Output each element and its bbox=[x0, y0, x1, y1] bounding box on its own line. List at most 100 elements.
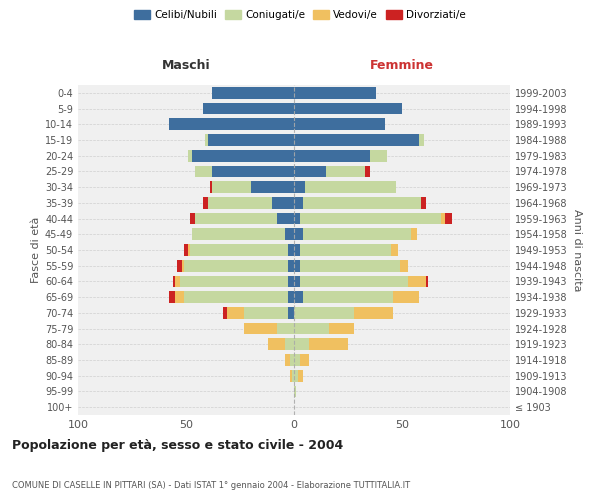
Bar bbox=[326, 166, 365, 177]
Bar bbox=[301, 212, 441, 224]
Bar bbox=[426, 276, 428, 287]
Bar bbox=[203, 102, 294, 115]
Bar bbox=[184, 244, 188, 256]
Bar bbox=[182, 260, 184, 272]
Bar bbox=[370, 150, 387, 162]
Bar bbox=[184, 260, 287, 272]
Bar bbox=[298, 370, 302, 382]
Bar bbox=[290, 370, 292, 382]
Bar bbox=[355, 307, 394, 319]
Bar bbox=[212, 181, 251, 193]
Bar bbox=[193, 228, 286, 240]
Bar bbox=[292, 370, 294, 382]
Bar bbox=[294, 276, 301, 287]
Bar bbox=[302, 228, 410, 240]
Bar bbox=[286, 338, 294, 350]
Bar bbox=[419, 134, 424, 146]
Bar bbox=[223, 307, 227, 319]
Bar bbox=[277, 322, 294, 334]
Bar bbox=[294, 166, 326, 177]
Bar bbox=[193, 150, 294, 162]
Bar bbox=[309, 338, 348, 350]
Bar bbox=[329, 322, 355, 334]
Bar bbox=[188, 244, 190, 256]
Bar bbox=[294, 134, 419, 146]
Bar bbox=[169, 291, 175, 303]
Bar bbox=[445, 212, 452, 224]
Bar bbox=[178, 260, 182, 272]
Bar bbox=[400, 260, 409, 272]
Bar bbox=[302, 291, 394, 303]
Bar bbox=[301, 244, 391, 256]
Bar bbox=[409, 276, 426, 287]
Bar bbox=[294, 244, 301, 256]
Bar bbox=[194, 166, 212, 177]
Bar bbox=[268, 338, 286, 350]
Bar bbox=[365, 166, 370, 177]
Bar bbox=[290, 354, 294, 366]
Bar bbox=[391, 244, 398, 256]
Bar bbox=[179, 276, 287, 287]
Bar bbox=[287, 307, 294, 319]
Bar bbox=[244, 307, 287, 319]
Bar bbox=[173, 276, 175, 287]
Text: Popolazione per età, sesso e stato civile - 2004: Popolazione per età, sesso e stato civil… bbox=[12, 440, 343, 452]
Bar bbox=[294, 386, 296, 398]
Bar bbox=[190, 212, 194, 224]
Bar bbox=[287, 291, 294, 303]
Y-axis label: Anni di nascita: Anni di nascita bbox=[572, 208, 582, 291]
Bar bbox=[441, 212, 445, 224]
Bar bbox=[394, 291, 419, 303]
Bar bbox=[244, 322, 277, 334]
Bar bbox=[294, 181, 305, 193]
Bar bbox=[212, 166, 294, 177]
Bar bbox=[194, 212, 277, 224]
Bar bbox=[210, 181, 212, 193]
Bar bbox=[294, 338, 309, 350]
Bar bbox=[287, 260, 294, 272]
Bar bbox=[203, 197, 208, 208]
Bar bbox=[188, 150, 193, 162]
Bar bbox=[421, 197, 426, 208]
Bar bbox=[175, 291, 184, 303]
Bar bbox=[305, 181, 395, 193]
Bar bbox=[294, 197, 302, 208]
Bar bbox=[286, 354, 290, 366]
Bar bbox=[301, 276, 409, 287]
Text: Maschi: Maschi bbox=[161, 60, 211, 72]
Bar bbox=[277, 212, 294, 224]
Bar bbox=[301, 260, 400, 272]
Bar bbox=[302, 197, 421, 208]
Bar bbox=[208, 134, 294, 146]
Bar bbox=[294, 87, 376, 99]
Text: COMUNE DI CASELLE IN PITTARI (SA) - Dati ISTAT 1° gennaio 2004 - Elaborazione TU: COMUNE DI CASELLE IN PITTARI (SA) - Dati… bbox=[12, 481, 410, 490]
Bar bbox=[294, 102, 402, 115]
Legend: Celibi/Nubili, Coniugati/e, Vedovi/e, Divorziati/e: Celibi/Nubili, Coniugati/e, Vedovi/e, Di… bbox=[132, 8, 468, 22]
Bar bbox=[410, 228, 417, 240]
Bar bbox=[205, 134, 208, 146]
Bar bbox=[294, 118, 385, 130]
Bar bbox=[212, 87, 294, 99]
Bar bbox=[294, 212, 301, 224]
Bar bbox=[208, 197, 272, 208]
Bar bbox=[294, 370, 298, 382]
Bar bbox=[169, 118, 294, 130]
Bar bbox=[294, 322, 329, 334]
Bar bbox=[227, 307, 244, 319]
Bar bbox=[286, 228, 294, 240]
Y-axis label: Fasce di età: Fasce di età bbox=[31, 217, 41, 283]
Bar bbox=[294, 228, 302, 240]
Bar bbox=[294, 307, 355, 319]
Bar bbox=[175, 276, 179, 287]
Bar bbox=[251, 181, 294, 193]
Bar bbox=[184, 291, 287, 303]
Bar bbox=[272, 197, 294, 208]
Bar bbox=[301, 354, 309, 366]
Bar bbox=[190, 244, 287, 256]
Text: Femmine: Femmine bbox=[370, 60, 434, 72]
Bar bbox=[287, 276, 294, 287]
Bar bbox=[294, 150, 370, 162]
Bar bbox=[294, 291, 302, 303]
Bar bbox=[294, 260, 301, 272]
Bar bbox=[287, 244, 294, 256]
